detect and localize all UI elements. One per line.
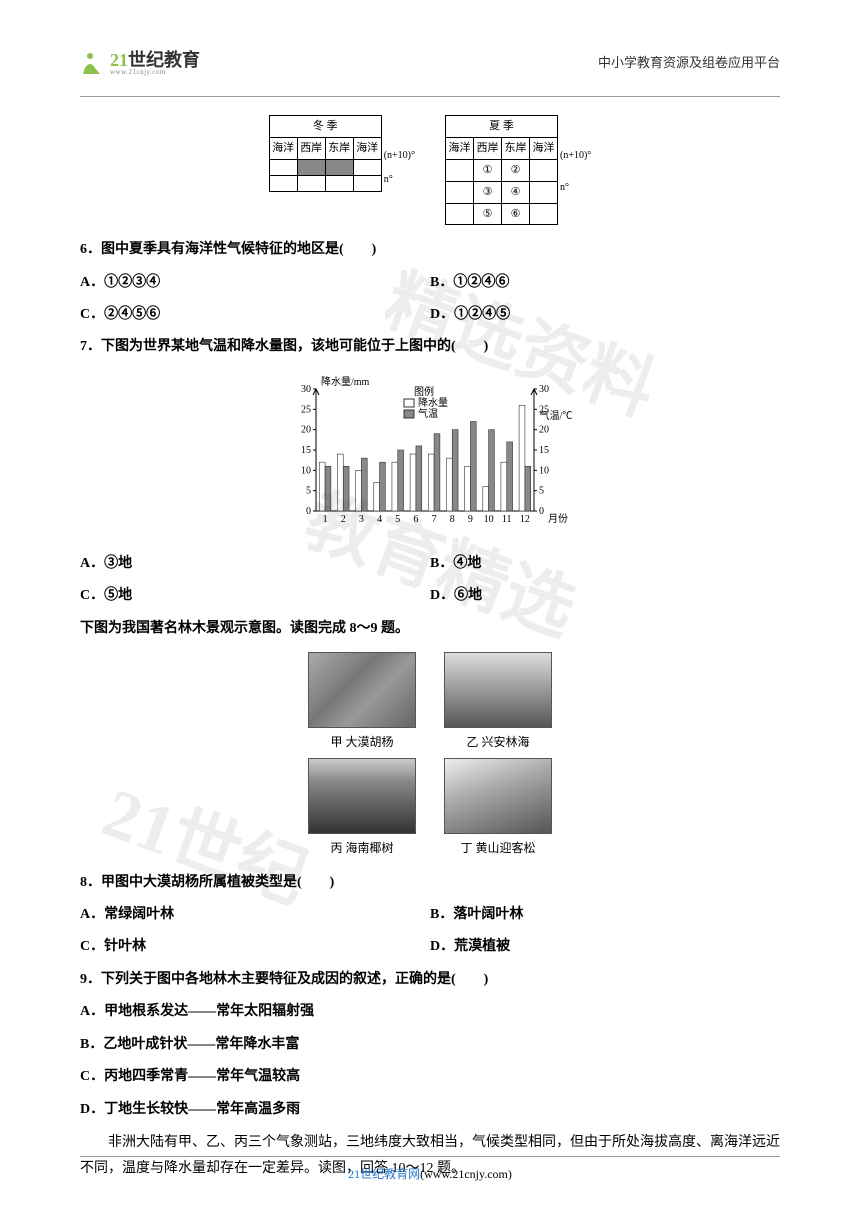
svg-text:图例: 图例 [414,385,434,398]
svg-text:20: 20 [301,424,311,435]
svg-text:15: 15 [539,445,549,456]
svg-text:月份: 月份 [548,513,568,525]
svg-text:3: 3 [359,514,364,525]
logo-text: 21世纪教育 [110,51,200,69]
q9-opt-d: D．丁地生长较快——常年高温多雨 [80,1097,780,1124]
header-platform-text: 中小学教育资源及组卷应用平台 [598,51,780,76]
svg-text:10: 10 [301,465,311,476]
q9-opt-b: B．乙地叶成针状——常年降水丰富 [80,1032,780,1059]
svg-text:气温/℃: 气温/℃ [540,409,573,422]
header-divider [80,96,780,97]
q7-opt-a: A．③地 [80,551,430,578]
svg-text:5: 5 [395,514,400,525]
winter-table: 冬 季 海洋 西岸 东岸 海洋 [269,115,382,192]
lat-label: (n+10)° [560,151,591,161]
q8-opt-b: B．落叶阔叶林 [430,902,780,929]
q8-opt-a: A．常绿阔叶林 [80,902,430,929]
svg-text:降水量: 降水量 [418,396,448,409]
img-bing [308,758,416,834]
svg-text:11: 11 [502,514,512,525]
svg-text:12: 12 [520,514,530,525]
svg-text:5: 5 [539,485,544,496]
q6-opt-a: A．①②③④ [80,270,430,297]
svg-text:7: 7 [432,514,437,525]
svg-text:降水量/mm: 降水量/mm [321,375,370,388]
img-jia [308,652,416,728]
climate-chart: 051015202530051015202530降水量/mm气温/℃123456… [80,371,780,542]
summer-title: 夏 季 [446,116,558,138]
img-ding [444,758,552,834]
season-tables: 冬 季 海洋 西岸 东岸 海洋 (n+10)° n° 夏 季 海洋 西岸 东岸 … [80,115,780,225]
svg-text:0: 0 [539,506,544,517]
page-header: 21世纪教育 www.21cnjy.com 中小学教育资源及组卷应用平台 [80,50,780,76]
q6-opt-b: B．①②④⑥ [430,270,780,297]
lat-label: (n+10)° [384,151,415,161]
svg-text:气温: 气温 [418,407,438,420]
svg-text:0: 0 [306,506,311,517]
q9-opt-c: C．丙地四季常青——常年气温较高 [80,1064,780,1091]
svg-text:20: 20 [539,424,549,435]
caption-jia: 甲 大漠胡杨 [330,731,393,754]
svg-text:15: 15 [301,445,311,456]
svg-text:25: 25 [301,404,311,415]
lat-label: n° [384,175,415,185]
lat-label: n° [560,183,591,193]
landscape-images: 甲 大漠胡杨 乙 兴安林海 丙 海南椰树 丁 黄山迎客松 [80,652,780,860]
caption-ding: 丁 黄山迎客松 [460,837,535,860]
q8-opt-c: C．针叶林 [80,934,430,961]
svg-text:5: 5 [306,485,311,496]
q9-stem: 9．下列关于图中各地林木主要特征及成因的叙述，正确的是( ) [80,967,780,994]
logo: 21世纪教育 www.21cnjy.com [80,50,200,76]
svg-text:10: 10 [539,465,549,476]
svg-text:8: 8 [450,514,455,525]
q6-opt-d: D．①②④⑤ [430,302,780,329]
svg-text:2: 2 [341,514,346,525]
caption-yi: 乙 兴安林海 [466,731,529,754]
q7-stem: 7．下图为世界某地气温和降水量图，该地可能位于上图中的( ) [80,334,780,361]
page-footer: 21世纪教育网(www.21cnjy.com) [0,1156,860,1186]
svg-text:10: 10 [484,514,494,525]
svg-text:30: 30 [301,384,311,395]
q7-opt-c: C．⑤地 [80,583,430,610]
q7-opt-d: D．⑥地 [430,583,780,610]
q8-opt-d: D．荒漠植被 [430,934,780,961]
caption-bing: 丙 海南椰树 [330,837,393,860]
q6-opt-c: C．②④⑤⑥ [80,302,430,329]
img-yi [444,652,552,728]
logo-icon [80,50,106,76]
q6-stem: 6．图中夏季具有海洋性气候特征的地区是( ) [80,237,780,264]
svg-text:1: 1 [323,514,328,525]
svg-text:30: 30 [539,384,549,395]
intro-8-9: 下图为我国著名林木景观示意图。读图完成 8～9 题。 [80,616,780,643]
svg-text:9: 9 [468,514,473,525]
svg-text:4: 4 [377,514,382,525]
q8-stem: 8．甲图中大漠胡杨所属植被类型是( ) [80,870,780,897]
q9-opt-a: A．甲地根系发达——常年太阳辐射强 [80,999,780,1026]
logo-subtext: www.21cnjy.com [110,69,200,76]
svg-text:6: 6 [413,514,418,525]
summer-table: 夏 季 海洋 西岸 东岸 海洋 ①② ③④ ⑤⑥ [445,115,558,225]
q7-opt-b: B．④地 [430,551,780,578]
winter-title: 冬 季 [269,116,381,138]
